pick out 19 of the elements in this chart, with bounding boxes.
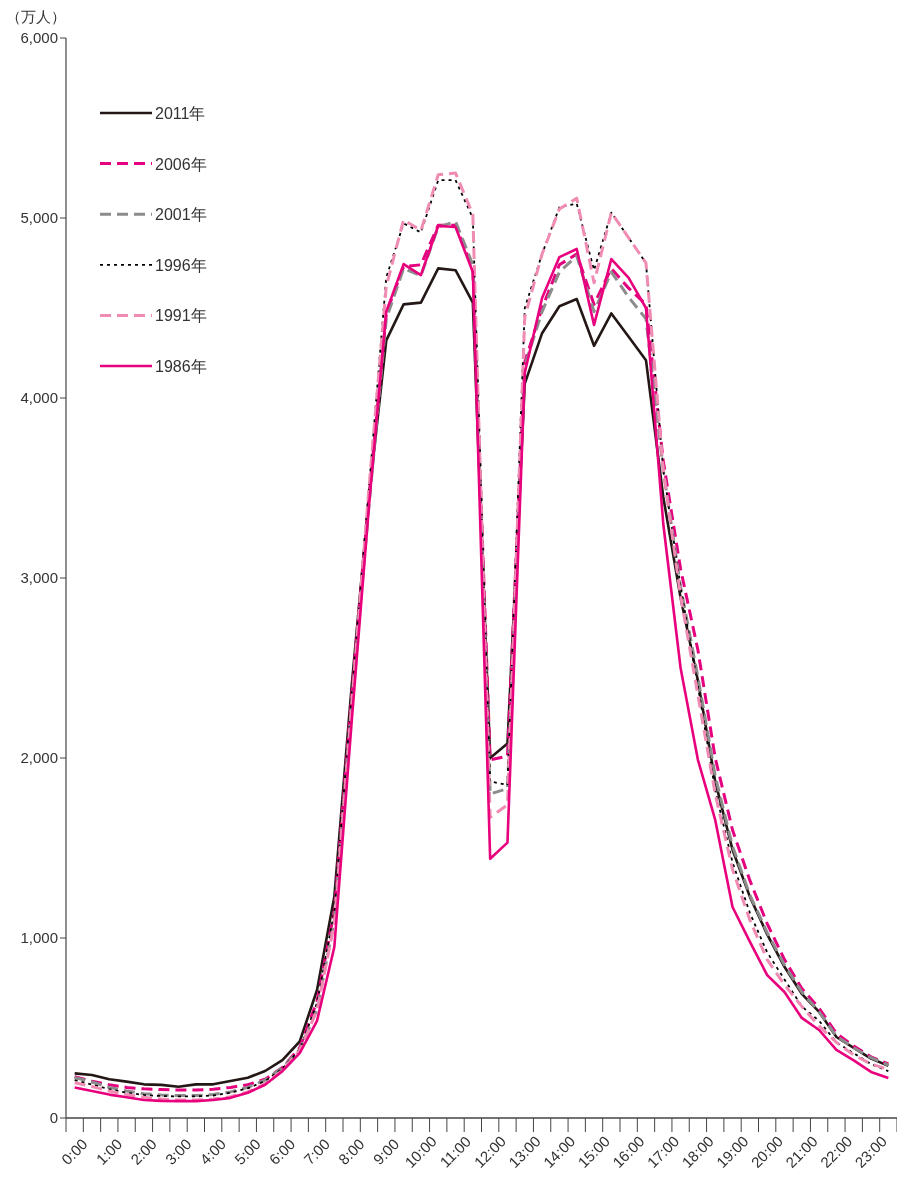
- x-tick-label: 6:00: [265, 1135, 299, 1168]
- y-axis-title: （万人）: [6, 8, 66, 25]
- y-tick-label: 4,000: [20, 389, 58, 406]
- y-tick-label: 1,000: [20, 929, 58, 946]
- x-tick-label: 0:00: [57, 1135, 91, 1168]
- x-tick-label: 7:00: [300, 1135, 334, 1168]
- x-tick-label: 9:00: [369, 1135, 403, 1168]
- legend-label: 2006年: [155, 155, 207, 173]
- legend-label: 2011年: [155, 105, 206, 122]
- legend-label: 2001年: [155, 206, 207, 224]
- y-tick-label: 2,000: [20, 749, 58, 766]
- y-tick-label: 5,000: [20, 209, 58, 226]
- y-tick-label: 0: [49, 1109, 58, 1126]
- legend-label: 1996年: [155, 256, 207, 274]
- x-tick-label: 4:00: [196, 1135, 230, 1168]
- y-tick-label: 6,000: [20, 29, 58, 46]
- legend-label: 1986年: [155, 358, 207, 375]
- legend-label: 1991年: [155, 307, 207, 325]
- y-tick-label: 3,000: [20, 569, 58, 586]
